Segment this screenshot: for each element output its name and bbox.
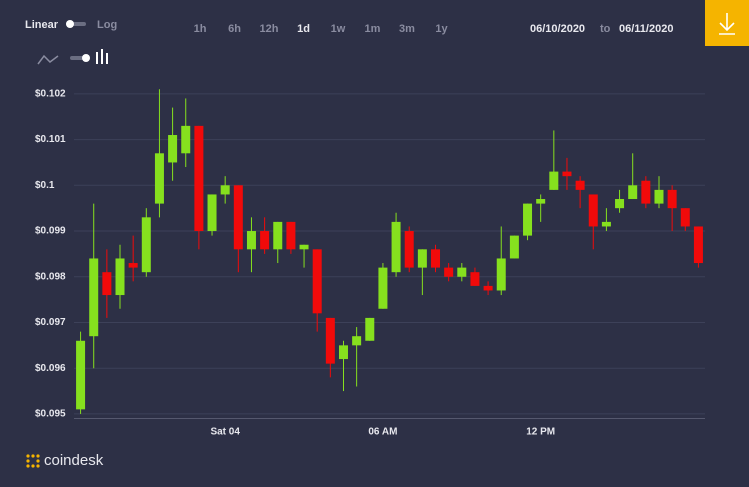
candle-body	[523, 203, 533, 236]
candle-body	[260, 231, 270, 250]
candle-body	[312, 249, 322, 314]
range-button[interactable]: 1y	[435, 23, 448, 35]
brand-logo	[26, 454, 40, 468]
x-tick-label: 06 AM	[368, 427, 397, 438]
x-tick-label: Sat 04	[210, 427, 240, 438]
range-button[interactable]: 1d	[297, 23, 310, 35]
range-button[interactable]: 1m	[365, 23, 381, 35]
y-tick-label: $0.095	[35, 409, 66, 420]
candle-body	[628, 185, 638, 200]
brand-name: coindesk	[44, 452, 104, 469]
candle-body	[233, 185, 243, 250]
candle-body	[378, 267, 388, 309]
candle-body	[509, 235, 519, 259]
candle-body	[417, 249, 427, 268]
candle-body	[154, 153, 164, 204]
candle-body	[483, 285, 493, 291]
candle-body	[76, 340, 86, 410]
scale-log[interactable]: Log	[97, 19, 117, 31]
candle-body	[286, 221, 296, 250]
candle-body	[588, 194, 598, 227]
candle-body	[391, 221, 401, 273]
candle-body	[615, 199, 625, 209]
range-buttons: 1h 6h 12h 1d 1w 1m 3m 1y	[194, 23, 449, 35]
candle-body	[168, 135, 178, 163]
date-separator: to	[600, 23, 611, 35]
line-icon[interactable]	[37, 54, 59, 65]
candle-body	[404, 231, 414, 268]
candle-body	[207, 194, 217, 232]
candle-body	[102, 272, 112, 296]
scale-toggle-knob	[66, 20, 74, 28]
y-tick-label: $0.096	[35, 363, 66, 374]
y-tick-label: $0.099	[35, 226, 66, 237]
candle-body	[220, 185, 230, 195]
candle-icon[interactable]	[96, 49, 108, 64]
candle-body	[641, 180, 651, 204]
download-icon	[719, 13, 735, 35]
candle-body	[693, 226, 703, 264]
candle-body	[601, 221, 611, 227]
type-toggle-knob	[82, 54, 90, 62]
candle-body	[352, 336, 362, 346]
y-tick-label: $0.1	[35, 180, 55, 191]
y-tick-label: $0.097	[35, 317, 66, 328]
candle-body	[89, 258, 99, 337]
candle-body	[115, 258, 125, 296]
candle-body	[562, 171, 572, 177]
candle-body	[181, 125, 191, 154]
scale-linear[interactable]: Linear	[25, 19, 59, 31]
y-tick-label: $0.102	[35, 89, 66, 100]
range-button[interactable]: 1h	[194, 23, 207, 35]
type-toggle[interactable]	[70, 56, 86, 60]
range-button[interactable]: 12h	[260, 23, 279, 35]
candle-body	[575, 180, 585, 190]
candle-body	[128, 263, 138, 268]
candle-body	[536, 199, 546, 204]
candle-body	[338, 345, 348, 360]
candle-body	[654, 189, 664, 204]
candle-body	[444, 267, 454, 277]
date-to[interactable]: 06/11/2020	[619, 23, 673, 35]
candle-body	[457, 267, 467, 277]
candle-body	[470, 272, 480, 286]
candle-body	[246, 231, 256, 250]
candle-body	[431, 249, 441, 268]
range-button[interactable]: 1w	[331, 23, 346, 35]
y-tick-label: $0.098	[35, 271, 66, 282]
candle-body	[273, 221, 283, 250]
candle-body	[299, 244, 309, 250]
candle-body	[194, 125, 204, 232]
range-button[interactable]: 6h	[228, 23, 241, 35]
date-from[interactable]: 06/10/2020	[530, 23, 585, 35]
candle-body	[680, 208, 690, 227]
candle-body	[365, 317, 375, 341]
candle-body	[549, 171, 559, 190]
candle-body	[667, 189, 677, 209]
x-tick-label: 12 PM	[526, 427, 555, 438]
candle-body	[325, 317, 335, 364]
candle-body	[141, 217, 151, 273]
range-button[interactable]: 3m	[399, 23, 415, 35]
y-tick-label: $0.101	[35, 134, 66, 145]
candle-body	[496, 258, 506, 291]
